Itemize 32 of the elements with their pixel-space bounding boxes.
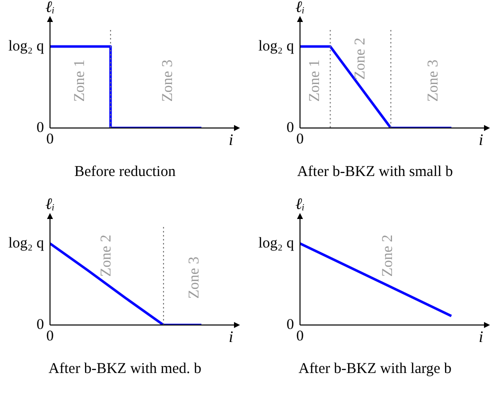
- annotation: Zone 3: [186, 256, 203, 299]
- annotation: Zone 2: [352, 38, 368, 80]
- text: 0: [296, 131, 304, 148]
- annotation: Zone 2: [98, 234, 115, 277]
- text: 0: [286, 120, 294, 136]
- x-axis-title: i: [478, 132, 484, 150]
- text: After b-BKZ with large b: [297, 361, 453, 378]
- annotation: Zone 1: [307, 60, 324, 102]
- text: log₂ q: [8, 235, 44, 252]
- annotation: Zone 2: [380, 234, 396, 277]
- text: log₂ q: [258, 235, 294, 252]
- x-axis-title: i: [478, 329, 484, 346]
- y-axis-title: ℓᵢ: [295, 196, 305, 214]
- x-axis-title: i: [228, 329, 234, 346]
- text: After b-BKZ with small b: [296, 164, 454, 181]
- text: log₂ q: [8, 38, 44, 54]
- annotation: Zone 3: [160, 60, 176, 102]
- y-axis-title: ℓᵢ: [45, 196, 55, 214]
- y-axis-title: ℓᵢ: [45, 0, 55, 16]
- text: 0: [46, 131, 54, 148]
- text: 0: [46, 328, 54, 344]
- text: log₂ q: [258, 38, 294, 54]
- x-axis-title: i: [228, 132, 234, 150]
- annotation: Zone 3: [425, 60, 442, 102]
- annotation: Zone 1: [72, 60, 88, 102]
- text: 0: [296, 328, 304, 344]
- text: 0: [36, 120, 44, 136]
- text: 0: [286, 316, 294, 333]
- text: Before reduction: [73, 164, 177, 181]
- text: After b-BKZ with med. b: [48, 361, 202, 378]
- y-axis-title: ℓᵢ: [295, 0, 305, 16]
- text: 0: [36, 316, 44, 333]
